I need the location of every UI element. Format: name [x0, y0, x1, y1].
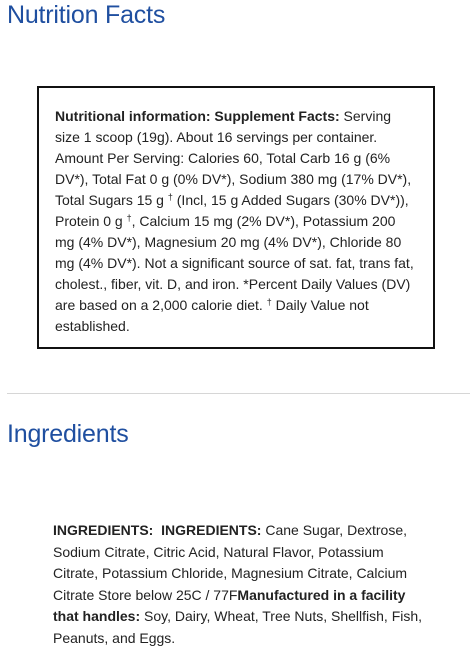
section-divider [7, 393, 470, 394]
allergens-list: Soy, Dairy, Wheat, Tree Nuts, Shellfish,… [53, 608, 423, 646]
nutrition-text-part3: , Calcium 15 mg (2% DV*), Potassium 200 … [55, 213, 414, 313]
ingredients-list: Cane Sugar, Dextrose, Sodium Citrate, Ci… [53, 522, 408, 603]
dagger-mark: † [126, 213, 132, 223]
nutrition-text-part4: Daily Value not established. [55, 297, 369, 334]
nutrition-text-part2: (Incl, 15 g Added Sugars (30% DV*)), Pro… [55, 192, 409, 229]
ingredients-label-repeat: INGREDIENTS: [161, 522, 262, 538]
nutrition-text-part1: Serving size 1 scoop (19g). About 16 ser… [55, 108, 412, 208]
dagger-mark: † [266, 297, 272, 307]
ingredients-heading: Ingredients [7, 420, 129, 448]
nutrition-facts-box: Nutritional information: Supplement Fact… [37, 86, 435, 349]
supplement-facts-label: Nutritional information: Supplement Fact… [55, 108, 340, 124]
ingredients-text: INGREDIENTS: INGREDIENTS: Cane Sugar, De… [53, 520, 428, 649]
ingredients-label: INGREDIENTS: [53, 522, 154, 538]
dagger-mark: † [167, 192, 173, 202]
facility-label: Manufactured in a facility that handles: [53, 586, 406, 625]
nutrition-facts-heading: Nutrition Facts [7, 1, 166, 29]
